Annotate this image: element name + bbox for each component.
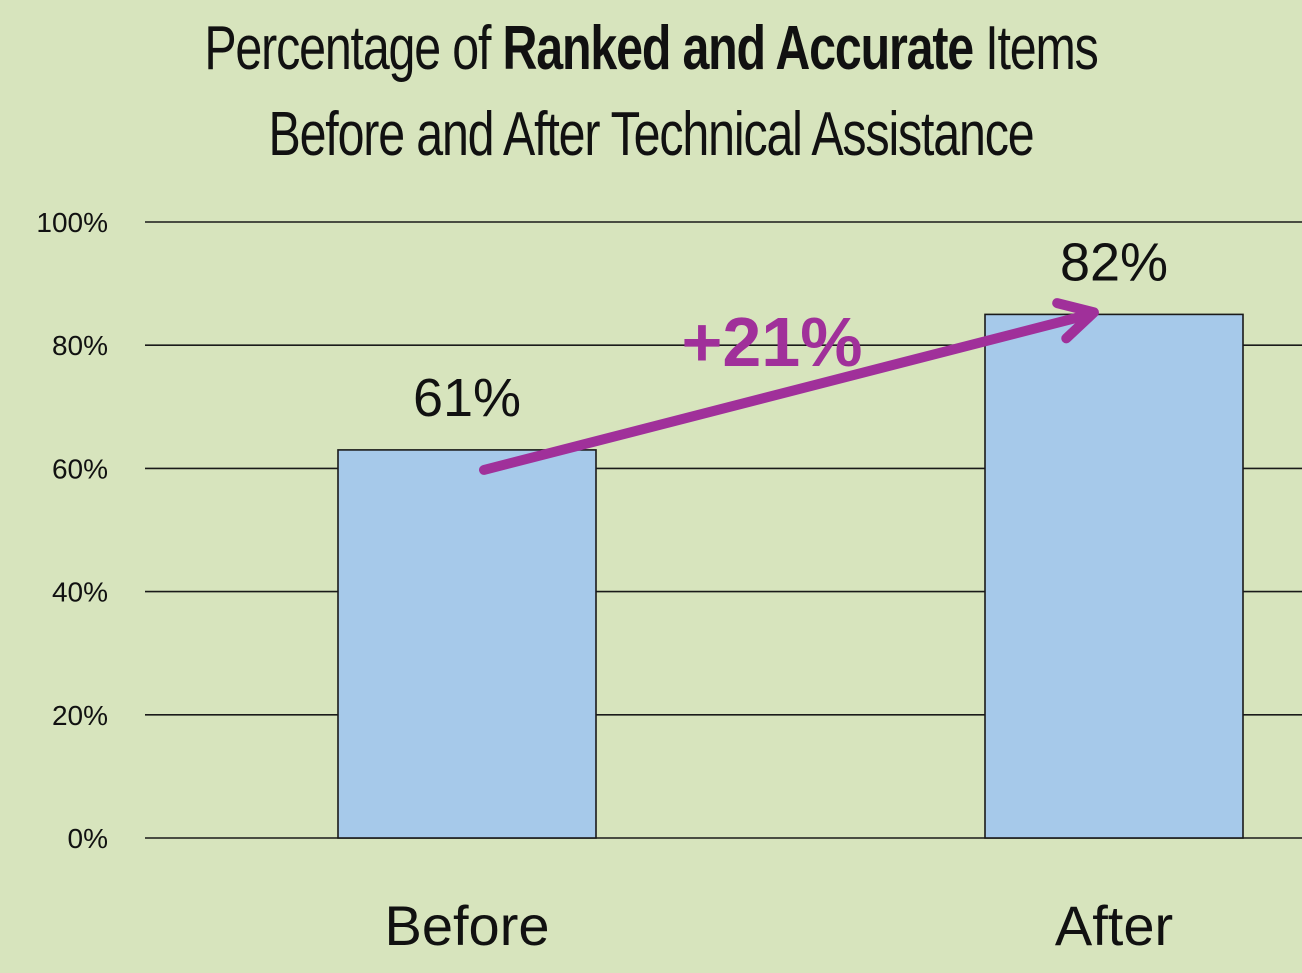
bar-after (984, 313, 1244, 839)
data-label: 61% (413, 368, 521, 428)
title-part: Percentage of (204, 14, 503, 83)
chart-title: Percentage of Ranked and Accurate Items … (143, 6, 1159, 178)
x-tick-label: After (1055, 894, 1173, 957)
y-tick-label: 20% (52, 700, 108, 731)
chart-subtitle: Before and After Technical Assistance (268, 100, 1034, 169)
y-tick-label: 100% (36, 207, 108, 238)
y-tick-label: 0% (68, 823, 108, 854)
title-part: Items (973, 14, 1099, 83)
y-tick-label: 80% (52, 330, 108, 361)
title-line-1: Percentage of Ranked and Accurate Items (143, 6, 1159, 92)
data-label: 82% (1060, 232, 1168, 292)
title-part-bold: Ranked and Accurate (502, 14, 975, 83)
bar-before (337, 449, 597, 839)
y-tick-label: 60% (52, 453, 108, 484)
x-tick-label: Before (385, 894, 550, 957)
y-tick-label: 40% (52, 577, 108, 608)
arrow-shaft (479, 310, 1091, 475)
arrow-head (1052, 298, 1099, 344)
change-annotation: +21% (682, 303, 863, 381)
